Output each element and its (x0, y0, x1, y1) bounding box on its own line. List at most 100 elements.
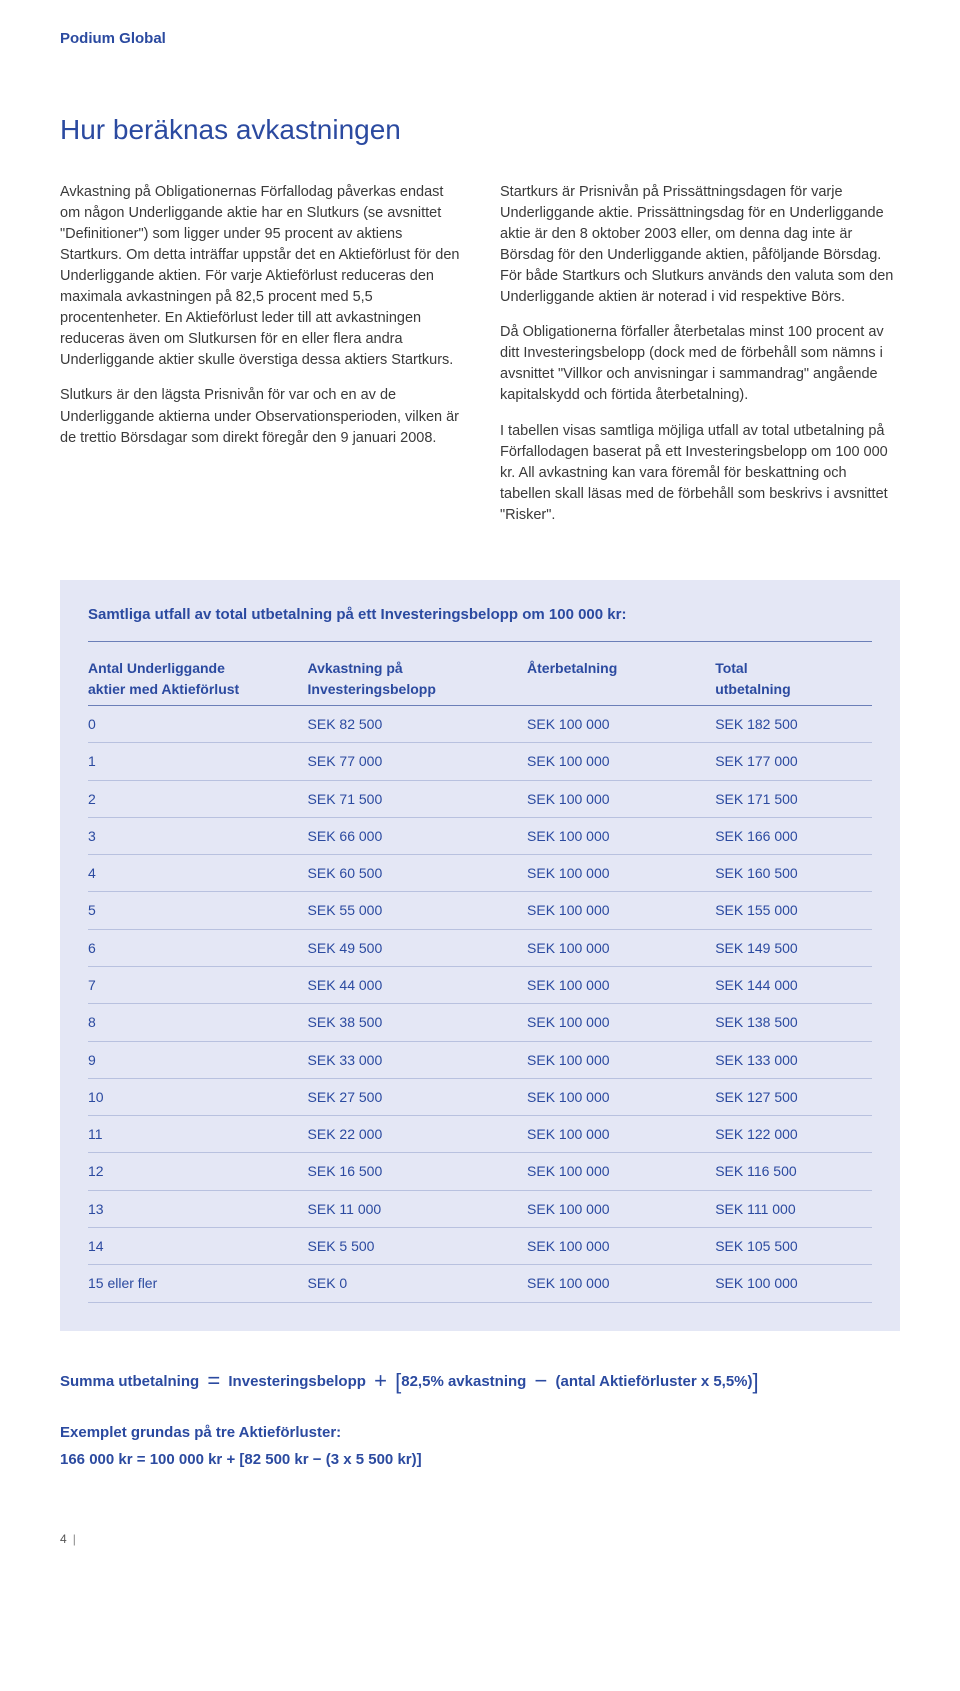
table-row: 7SEK 44 000SEK 100 000SEK 144 000 (88, 967, 872, 1004)
table-cell: SEK 27 500 (308, 1078, 528, 1115)
payout-table: Antal Underliggandeaktier med Aktieförlu… (88, 652, 872, 1302)
table-row: 11SEK 22 000SEK 100 000SEK 122 000 (88, 1116, 872, 1153)
table-cell: SEK 100 000 (527, 1116, 715, 1153)
body-paragraph: I tabellen visas samtliga möjliga utfall… (500, 421, 900, 526)
table-cell: SEK 100 000 (527, 1228, 715, 1265)
table-cell: 14 (88, 1228, 308, 1265)
table-row: 0SEK 82 500SEK 100 000SEK 182 500 (88, 705, 872, 742)
right-column: Startkurs är Prisnivån på Prissättningsd… (500, 182, 900, 539)
table-cell: SEK 16 500 (308, 1153, 528, 1190)
table-cell: 1 (88, 743, 308, 780)
table-cell: SEK 100 000 (527, 743, 715, 780)
table-cell: SEK 144 000 (715, 967, 872, 1004)
left-column: Avkastning på Obligationernas Förfalloda… (60, 182, 460, 539)
table-cell: SEK 82 500 (308, 705, 528, 742)
formula-line: Summa utbetalning = Investeringsbelopp +… (60, 1365, 900, 1398)
table-cell: SEK 22 000 (308, 1116, 528, 1153)
table-row: 13SEK 11 000SEK 100 000SEK 111 000 (88, 1190, 872, 1227)
table-row: 1SEK 77 000SEK 100 000SEK 177 000 (88, 743, 872, 780)
table-cell: 11 (88, 1116, 308, 1153)
table-row: 4SEK 60 500SEK 100 000SEK 160 500 (88, 855, 872, 892)
table-cell: SEK 11 000 (308, 1190, 528, 1227)
table-cell: SEK 77 000 (308, 743, 528, 780)
body-paragraph: Avkastning på Obligationernas Förfalloda… (60, 182, 460, 371)
table-cell: SEK 100 000 (527, 1190, 715, 1227)
table-cell: SEK 100 000 (527, 780, 715, 817)
table-header: Totalutbetalning (715, 652, 872, 705)
table-cell: SEK 100 000 (527, 1078, 715, 1115)
table-cell: SEK 100 000 (527, 855, 715, 892)
table-cell: SEK 166 000 (715, 817, 872, 854)
body-columns: Avkastning på Obligationernas Förfalloda… (60, 182, 900, 539)
table-row: 8SEK 38 500SEK 100 000SEK 138 500 (88, 1004, 872, 1041)
table-header: Antal Underliggandeaktier med Aktieförlu… (88, 652, 308, 705)
table-cell: 10 (88, 1078, 308, 1115)
table-cell: 12 (88, 1153, 308, 1190)
table-cell: 13 (88, 1190, 308, 1227)
table-cell: 5 (88, 892, 308, 929)
table-cell: SEK 177 000 (715, 743, 872, 780)
example-line: 166 000 kr = 100 000 kr + [82 500 kr − (… (60, 1449, 900, 1471)
table-cell: SEK 171 500 (715, 780, 872, 817)
table-cell: SEK 33 000 (308, 1041, 528, 1078)
table-row: 10SEK 27 500SEK 100 000SEK 127 500 (88, 1078, 872, 1115)
table-divider (88, 641, 872, 642)
table-cell: SEK 66 000 (308, 817, 528, 854)
table-cell: 8 (88, 1004, 308, 1041)
table-cell: SEK 149 500 (715, 929, 872, 966)
table-cell: SEK 100 000 (527, 967, 715, 1004)
table-cell: 3 (88, 817, 308, 854)
table-cell: 9 (88, 1041, 308, 1078)
table-cell: SEK 100 000 (527, 1153, 715, 1190)
table-header: Återbetalning (527, 652, 715, 705)
table-row: 3SEK 66 000SEK 100 000SEK 166 000 (88, 817, 872, 854)
table-cell: SEK 55 000 (308, 892, 528, 929)
table-cell: SEK 100 000 (527, 817, 715, 854)
table-cell: 0 (88, 705, 308, 742)
table-cell: SEK 5 500 (308, 1228, 528, 1265)
table-cell: SEK 38 500 (308, 1004, 528, 1041)
table-row: 15 eller flerSEK 0SEK 100 000SEK 100 000 (88, 1265, 872, 1302)
page-title: Hur beräknas avkastningen (60, 110, 900, 151)
table-cell: SEK 127 500 (715, 1078, 872, 1115)
table-cell: SEK 122 000 (715, 1116, 872, 1153)
table-cell: SEK 100 000 (527, 1265, 715, 1302)
table-cell: SEK 100 000 (527, 705, 715, 742)
table-cell: 15 eller fler (88, 1265, 308, 1302)
page-number: 4| (60, 1531, 900, 1548)
table-cell: SEK 100 000 (527, 1041, 715, 1078)
table-cell: SEK 133 000 (715, 1041, 872, 1078)
table-cell: SEK 116 500 (715, 1153, 872, 1190)
table-cell: SEK 60 500 (308, 855, 528, 892)
table-cell: SEK 138 500 (715, 1004, 872, 1041)
table-header: Avkastning påInvesteringsbelopp (308, 652, 528, 705)
table-row: 12SEK 16 500SEK 100 000SEK 116 500 (88, 1153, 872, 1190)
table-cell: SEK 100 000 (715, 1265, 872, 1302)
table-cell: SEK 100 000 (527, 892, 715, 929)
table-title: Samtliga utfall av total utbetalning på … (88, 604, 872, 626)
table-cell: 2 (88, 780, 308, 817)
body-paragraph: Då Obligationerna förfaller återbetalas … (500, 322, 900, 406)
body-paragraph: Slutkurs är den lägsta Prisnivån för var… (60, 385, 460, 448)
table-cell: SEK 182 500 (715, 705, 872, 742)
table-cell: 7 (88, 967, 308, 1004)
table-cell: 4 (88, 855, 308, 892)
table-row: 9SEK 33 000SEK 100 000SEK 133 000 (88, 1041, 872, 1078)
table-cell: SEK 155 000 (715, 892, 872, 929)
table-cell: SEK 49 500 (308, 929, 528, 966)
table-row: 6SEK 49 500SEK 100 000SEK 149 500 (88, 929, 872, 966)
table-row: 5SEK 55 000SEK 100 000SEK 155 000 (88, 892, 872, 929)
brand-label: Podium Global (60, 28, 900, 50)
table-cell: SEK 44 000 (308, 967, 528, 1004)
table-cell: SEK 105 500 (715, 1228, 872, 1265)
table-cell: SEK 100 000 (527, 929, 715, 966)
table-cell: 6 (88, 929, 308, 966)
table-cell: SEK 160 500 (715, 855, 872, 892)
table-cell: SEK 0 (308, 1265, 528, 1302)
example-title: Exemplet grundas på tre Aktieförluster: (60, 1422, 900, 1444)
table-row: 14SEK 5 500SEK 100 000SEK 105 500 (88, 1228, 872, 1265)
table-row: 2SEK 71 500SEK 100 000SEK 171 500 (88, 780, 872, 817)
table-panel: Samtliga utfall av total utbetalning på … (60, 580, 900, 1331)
body-paragraph: Startkurs är Prisnivån på Prissättningsd… (500, 182, 900, 308)
table-cell: SEK 71 500 (308, 780, 528, 817)
